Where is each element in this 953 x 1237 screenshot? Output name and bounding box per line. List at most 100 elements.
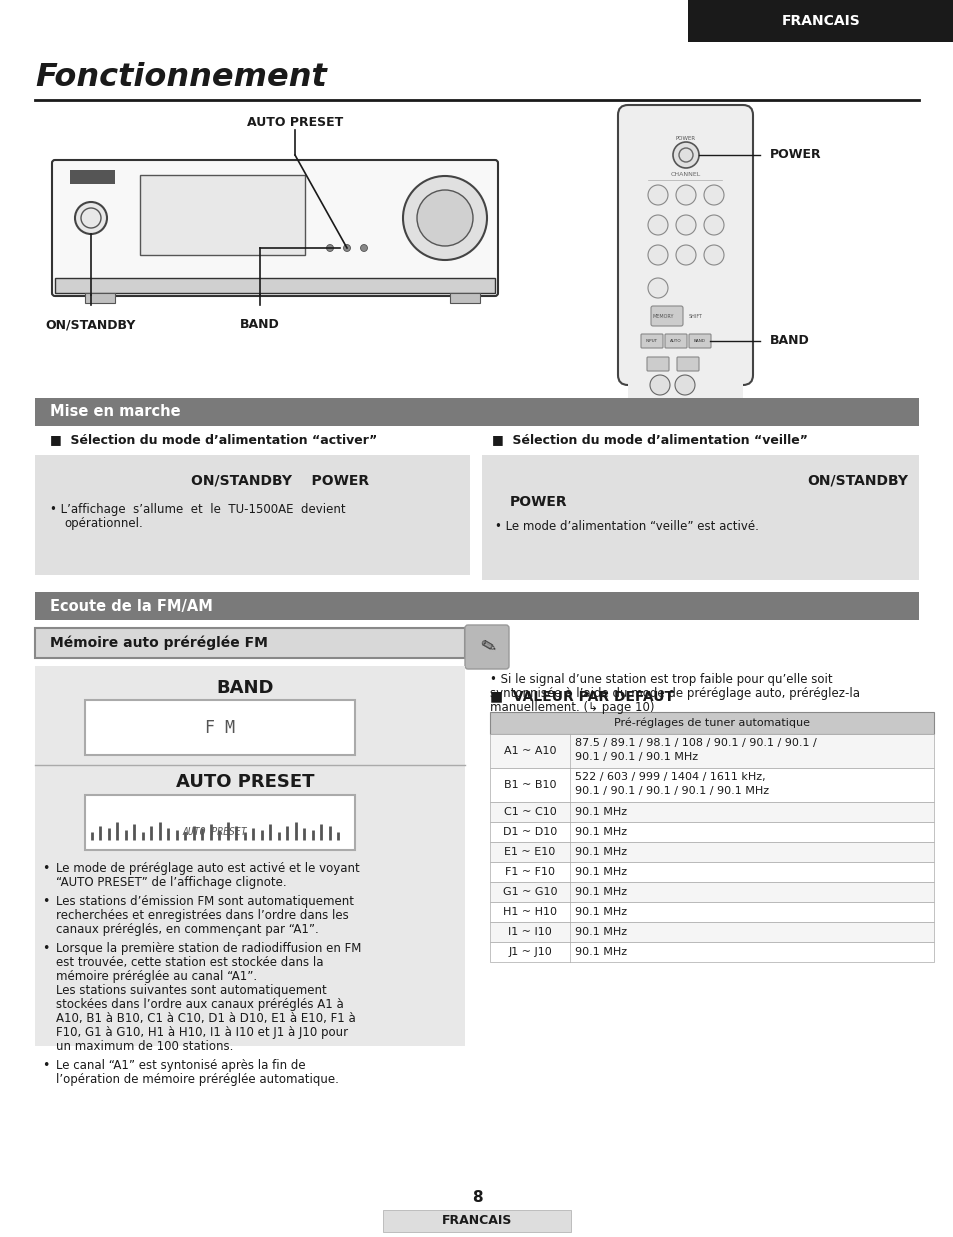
Text: BAND: BAND (694, 339, 705, 343)
Text: FRANCAIS: FRANCAIS (441, 1215, 512, 1227)
Text: • Le mode d’alimentation “veille” est activé.: • Le mode d’alimentation “veille” est ac… (495, 520, 758, 533)
Circle shape (75, 202, 107, 234)
Text: AUTO PRESET: AUTO PRESET (182, 828, 247, 837)
Bar (140, 174, 305, 255)
Bar (490, 862, 933, 882)
Text: A10, B1 à B10, C1 à C10, D1 à D10, E1 à E10, F1 à: A10, B1 à B10, C1 à C10, D1 à D10, E1 à … (56, 1012, 355, 1025)
Bar (490, 768, 933, 802)
Bar (490, 734, 933, 768)
Bar (490, 713, 933, 734)
Text: POWER: POWER (676, 136, 696, 141)
Text: 8: 8 (471, 1190, 482, 1206)
Text: BAND: BAND (769, 334, 809, 348)
Circle shape (703, 186, 723, 205)
Circle shape (676, 245, 696, 265)
Text: Le canal “A1” est syntonisé après la fin de: Le canal “A1” est syntonisé après la fin… (56, 1059, 305, 1072)
Text: H1 ~ H10: H1 ~ H10 (502, 907, 557, 917)
Text: SHIFT: SHIFT (688, 313, 702, 318)
Text: AUTO PRESET: AUTO PRESET (175, 773, 314, 790)
Bar (85, 293, 115, 303)
FancyBboxPatch shape (646, 357, 668, 371)
Text: AUTO: AUTO (670, 339, 681, 343)
Text: MEMORY: MEMORY (652, 313, 674, 318)
Bar (490, 802, 933, 823)
Bar (490, 902, 933, 922)
Text: ON/STANDBY: ON/STANDBY (46, 318, 136, 332)
Text: l’opération de mémoire préréglée automatique.: l’opération de mémoire préréglée automat… (56, 1072, 338, 1086)
Bar (35, 628, 464, 658)
Text: ■  Sélection du mode d’alimentation “veille”: ■ Sélection du mode d’alimentation “veil… (492, 433, 807, 447)
Text: •: • (42, 896, 50, 908)
Circle shape (675, 375, 695, 395)
Text: 90.1 MHz: 90.1 MHz (575, 948, 626, 957)
Text: “AUTO PRESET” de l’affichage clignote.: “AUTO PRESET” de l’affichage clignote. (56, 876, 286, 889)
Text: AUTO PRESET: AUTO PRESET (247, 115, 343, 129)
Text: • Si le signal d’une station est trop faible pour qu’elle soit: • Si le signal d’une station est trop fa… (490, 673, 832, 687)
Bar (35, 398, 918, 426)
Circle shape (649, 375, 669, 395)
Text: ■  Sélection du mode d’alimentation “activer”: ■ Sélection du mode d’alimentation “acti… (50, 433, 376, 447)
Text: C1 ~ C10: C1 ~ C10 (503, 807, 556, 816)
Bar (70, 169, 115, 184)
Text: ON/STANDBY    POWER: ON/STANDBY POWER (191, 473, 369, 487)
Text: BAND: BAND (240, 318, 279, 332)
Bar (490, 943, 933, 962)
Circle shape (672, 142, 699, 168)
Circle shape (647, 278, 667, 298)
FancyBboxPatch shape (664, 334, 686, 348)
Text: Mise en marche: Mise en marche (50, 404, 180, 419)
Text: Mémoire auto préréglée FM: Mémoire auto préréglée FM (50, 636, 268, 651)
Text: A1 ~ A10: A1 ~ A10 (503, 746, 556, 756)
Text: manuellement. (↳ page 10): manuellement. (↳ page 10) (490, 701, 654, 714)
Text: ■  VALEUR PAR DEFAUT: ■ VALEUR PAR DEFAUT (490, 689, 674, 703)
Text: Les stations d’émission FM sont automatiquement: Les stations d’émission FM sont automati… (56, 896, 354, 908)
Bar (85, 700, 355, 755)
Bar (450, 293, 479, 303)
Circle shape (647, 186, 667, 205)
Text: Le mode de préréglage auto est activé et le voyant: Le mode de préréglage auto est activé et… (56, 862, 359, 875)
Text: F M: F M (205, 719, 234, 737)
Text: E1 ~ E10: E1 ~ E10 (504, 847, 555, 857)
Text: J1 ~ J10: J1 ~ J10 (508, 948, 551, 957)
Circle shape (647, 245, 667, 265)
Text: 90.1 MHz: 90.1 MHz (575, 907, 626, 917)
Text: Lorsque la première station de radiodiffusion en FM: Lorsque la première station de radiodiff… (56, 943, 361, 955)
FancyBboxPatch shape (688, 334, 710, 348)
Circle shape (360, 245, 367, 251)
FancyBboxPatch shape (677, 357, 699, 371)
Text: •: • (42, 862, 50, 875)
Text: 90.1 MHz: 90.1 MHz (575, 927, 626, 936)
Text: mémoire préréglée au canal “A1”.: mémoire préréglée au canal “A1”. (56, 970, 257, 983)
Bar (382, 1210, 571, 1232)
Text: CHANNEL: CHANNEL (670, 172, 700, 177)
FancyBboxPatch shape (618, 105, 752, 385)
Bar (85, 795, 355, 850)
Bar (687, 0, 953, 42)
Text: •: • (42, 943, 50, 955)
Text: G1 ~ G10: G1 ~ G10 (502, 887, 557, 897)
Text: un maximum de 100 stations.: un maximum de 100 stations. (56, 1040, 233, 1053)
FancyBboxPatch shape (464, 625, 509, 669)
Bar (490, 882, 933, 902)
Text: INPUT: INPUT (645, 339, 658, 343)
Text: F10, G1 à G10, H1 à H10, I1 à I10 et J1 à J10 pour: F10, G1 à G10, H1 à H10, I1 à I10 et J1 … (56, 1025, 348, 1039)
Bar (35, 666, 464, 1047)
Text: 90.1 MHz: 90.1 MHz (575, 807, 626, 816)
Text: 90.1 / 90.1 / 90.1 MHz: 90.1 / 90.1 / 90.1 MHz (575, 752, 698, 762)
Text: POWER: POWER (769, 148, 821, 162)
Text: Fonctionnement: Fonctionnement (35, 63, 327, 94)
Circle shape (647, 215, 667, 235)
Circle shape (343, 245, 350, 251)
Text: Pré-réglages de tuner automatique: Pré-réglages de tuner automatique (614, 717, 809, 729)
Bar (481, 455, 918, 580)
Text: est trouvée, cette station est stockée dans la: est trouvée, cette station est stockée d… (56, 956, 323, 969)
Circle shape (416, 190, 473, 246)
Text: • L’affichage  s’allume  et  le  TU-1500AE  devient: • L’affichage s’allume et le TU-1500AE d… (50, 503, 345, 516)
Bar (490, 842, 933, 862)
Text: •: • (42, 1059, 50, 1072)
Text: B1 ~ B10: B1 ~ B10 (503, 781, 556, 790)
FancyBboxPatch shape (52, 160, 497, 296)
Bar (35, 593, 918, 620)
Bar (55, 278, 495, 293)
Text: F1 ~ F10: F1 ~ F10 (504, 867, 555, 877)
